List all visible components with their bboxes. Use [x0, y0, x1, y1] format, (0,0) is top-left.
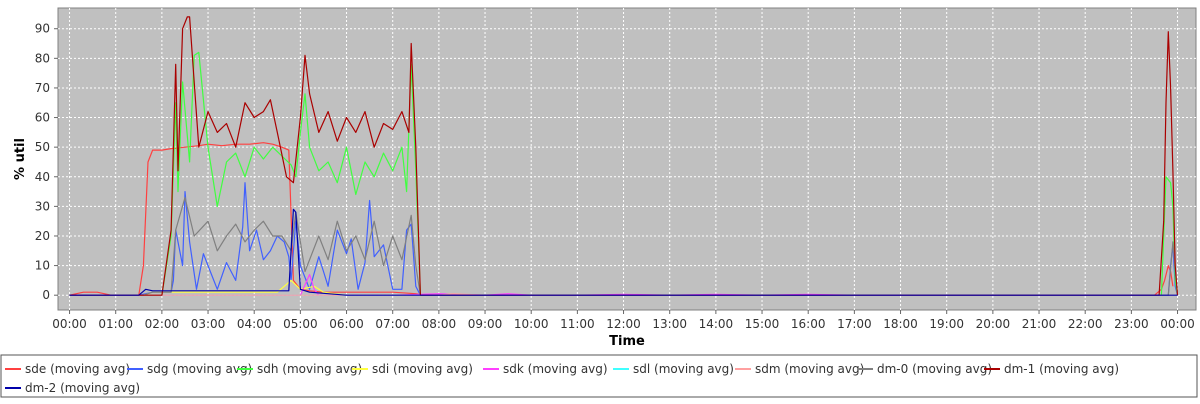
x-tick-label: 12:00: [606, 317, 641, 331]
gridlines: [58, 8, 1196, 310]
x-tick-label: 08:00: [422, 317, 457, 331]
legend-entry: sdi (moving avg): [372, 362, 473, 376]
y-tick-label: 70: [35, 81, 50, 95]
series-lines: [69, 16, 1179, 296]
y-tick-label: 10: [35, 259, 50, 273]
x-tick-label: 02:00: [145, 317, 180, 331]
y-tick-label: 40: [35, 170, 50, 184]
x-tick-label: 14:00: [699, 317, 734, 331]
x-tick-label: 05:00: [283, 317, 318, 331]
y-tick-label: 80: [35, 51, 50, 65]
x-tick-label: 21:00: [1022, 317, 1057, 331]
x-tick-label: 15:00: [745, 317, 780, 331]
x-tick-label: 19:00: [929, 317, 964, 331]
plot-area: [57, 7, 1197, 311]
x-tick-label: 00:00: [52, 317, 87, 331]
legend-entry: sdm (moving avg): [755, 362, 864, 376]
x-tick-label: 04:00: [237, 317, 272, 331]
x-axis-label: Time: [609, 334, 645, 349]
y-tick-label: 20: [35, 229, 50, 243]
x-tick-label: 13:00: [652, 317, 687, 331]
x-axis: 00:00 01:00 02:00 03:00 04:00 05:00 06:00 07:00…: [52, 310, 1195, 331]
legend-entry: sdl (moving avg): [633, 362, 734, 376]
legend-entry: sdh (moving avg): [257, 362, 362, 376]
legend-entry: dm-0 (moving avg): [877, 362, 992, 376]
x-tick-label: 01:00: [98, 317, 133, 331]
x-tick-label: 22:00: [1068, 317, 1103, 331]
x-tick-label: 20:00: [976, 317, 1011, 331]
legend-entry: dm-2 (moving avg): [25, 381, 140, 395]
x-tick-label: 23:00: [1114, 317, 1149, 331]
legend-box: [0, 354, 1198, 398]
y-axis: 0 10 20 30 40 50 60 70 80 90: [35, 22, 58, 302]
y-tick-label: 90: [35, 22, 50, 36]
legend: sde (moving avg) sdg (moving avg) sdh (mov…: [5, 362, 1119, 395]
legend-entry: sde (moving avg): [25, 362, 130, 376]
x-tick-label: 10:00: [514, 317, 549, 331]
legend-entry: dm-1 (moving avg): [1004, 362, 1119, 376]
x-tick-label: 18:00: [883, 317, 918, 331]
y-tick-label: 30: [35, 199, 50, 213]
y-tick-label: 60: [35, 111, 50, 125]
x-tick-label: 17:00: [837, 317, 872, 331]
x-tick-label: 09:00: [468, 317, 503, 331]
legend-entry: sdk (moving avg): [503, 362, 608, 376]
x-tick-label: 07:00: [375, 317, 410, 331]
x-tick-label: 00:00: [1160, 317, 1195, 331]
x-tick-label: 06:00: [329, 317, 364, 331]
x-tick-label: 03:00: [191, 317, 226, 331]
y-tick-label: 0: [42, 288, 50, 302]
series-line-9: [69, 208, 1178, 296]
x-tick-label: 11:00: [560, 317, 595, 331]
series-line-4: [69, 273, 1178, 296]
y-tick-label: 50: [35, 140, 50, 154]
x-tick-label: 16:00: [791, 317, 826, 331]
legend-entry: sdg (moving avg): [147, 362, 252, 376]
y-axis-label: % util: [13, 138, 28, 180]
